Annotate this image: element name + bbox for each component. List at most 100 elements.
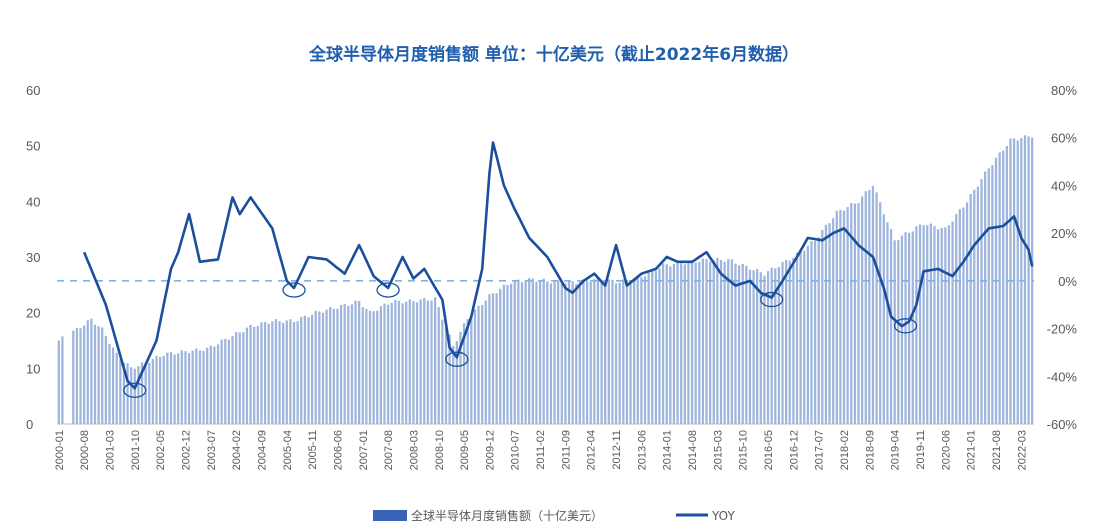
sales-bar [140, 362, 144, 424]
sales-bar [271, 321, 274, 424]
sales-bar [549, 283, 553, 424]
sales-bar [502, 284, 506, 424]
sales-bar [846, 207, 849, 424]
x-tick-label: 2008-03 [408, 430, 420, 470]
x-tick-label: 2018-02 [839, 430, 851, 470]
sales-bar [788, 260, 791, 424]
sales-bar [882, 214, 885, 424]
sales-bar [462, 323, 466, 424]
sales-bar [300, 316, 303, 424]
sales-bar [209, 345, 212, 424]
sales-bar [936, 229, 940, 424]
sales-bar [314, 310, 317, 424]
y-right-tick-label: 0% [1058, 274, 1077, 289]
trough-highlight-circle [282, 282, 306, 298]
sales-bar [560, 283, 563, 424]
sales-bar [618, 282, 621, 424]
x-tick-label: 2017-07 [814, 430, 826, 470]
x-tick-label: 2000-01 [54, 430, 66, 470]
x-tick-label: 2021-08 [991, 430, 1003, 470]
sales-bar [991, 165, 994, 424]
x-tick-label: 2014-01 [662, 430, 674, 470]
sales-bar [900, 235, 904, 424]
sales-bar [596, 277, 600, 424]
sales-bar [799, 251, 802, 424]
sales-bar [72, 330, 75, 424]
sales-bar [365, 308, 368, 424]
sales-bar [184, 351, 187, 424]
trough-highlight-circle [376, 282, 400, 298]
sales-bar [661, 263, 665, 424]
x-tick-label: 2014-08 [687, 430, 699, 470]
sales-bar [415, 302, 419, 424]
sales-bar [842, 210, 846, 424]
sales-bar [676, 261, 679, 424]
y-right-tick-label: 60% [1051, 131, 1077, 146]
x-tick-label: 2005-04 [282, 430, 294, 470]
x-tick-label: 2001-03 [104, 430, 116, 470]
sales-bar [546, 281, 549, 424]
sales-bar [756, 269, 759, 424]
sales-bar [911, 231, 914, 424]
sales-bar [893, 240, 896, 424]
sales-bar [227, 339, 231, 424]
sales-bar [111, 347, 115, 424]
sales-bar [553, 281, 556, 424]
y-left-tick-label: 40 [26, 194, 40, 209]
sales-bar [698, 261, 701, 424]
sales-bar [231, 336, 234, 424]
sales-bar [159, 356, 162, 424]
sales-bar [491, 293, 495, 424]
sales-bar [455, 341, 458, 424]
chart-title: 全球半导体月度销售额 单位：十亿美元（截止2022年6月数据） [308, 45, 800, 65]
sales-bar [879, 202, 882, 424]
sales-bar [296, 321, 299, 424]
sales-bar [719, 259, 723, 424]
sales-bar [850, 203, 853, 424]
sales-bar [101, 327, 104, 424]
sales-bar [97, 326, 100, 424]
sales-bar [166, 352, 169, 424]
sales-bar [947, 225, 951, 424]
sales-bar [542, 278, 545, 424]
y-left-tick-label: 0 [26, 417, 33, 432]
sales-bar [770, 267, 773, 424]
sales-bar [835, 210, 838, 424]
sales-bar [643, 276, 647, 424]
sales-bar [980, 179, 983, 424]
sales-bar [173, 354, 176, 424]
x-tick-label: 2022-03 [1016, 430, 1028, 470]
x-tick-label: 2015-03 [712, 430, 724, 470]
sales-bar [130, 367, 133, 424]
sales-bar [267, 323, 270, 424]
sales-bar [701, 258, 705, 424]
sales-bar [875, 192, 878, 424]
x-tick-label: 2021-01 [966, 430, 978, 470]
x-tick-label: 2011-09 [560, 430, 572, 470]
sales-bar [821, 229, 824, 424]
sales-bar [683, 264, 686, 424]
sales-bar [810, 241, 813, 424]
sales-bar [180, 350, 183, 424]
legend-bar-label: 全球半导体月度销售额（十亿美元） [411, 508, 603, 523]
sales-bar [672, 264, 676, 424]
sales-bar [144, 362, 147, 424]
sales-bar [437, 307, 440, 424]
sales-bar [600, 280, 603, 424]
sales-bar [148, 363, 151, 424]
sales-bar [383, 303, 386, 424]
yoy-line [82, 141, 1034, 390]
sales-bar [654, 270, 657, 424]
sales-bar [481, 305, 484, 424]
sales-bar [495, 293, 498, 424]
sales-bar [745, 265, 748, 424]
sales-bar [614, 283, 618, 424]
sales-bar [303, 315, 306, 424]
x-tick-label: 2002-05 [155, 430, 167, 470]
sales-bar [864, 191, 867, 424]
sales-bar [224, 338, 227, 424]
sales-bar [969, 193, 972, 424]
sales-bar [448, 334, 451, 424]
sales-bar [354, 300, 357, 424]
